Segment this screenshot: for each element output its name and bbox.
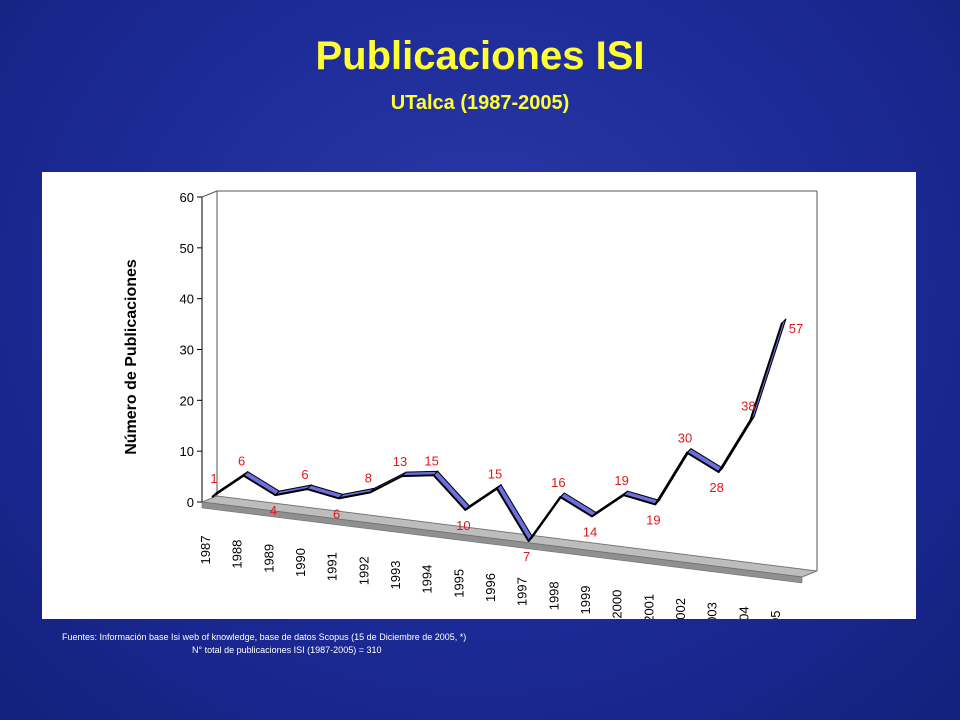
chart-floor-edge [201, 501, 803, 584]
line-segment [559, 492, 597, 518]
data-label: 6 [238, 454, 245, 469]
x-tick-label: 2004 [736, 606, 751, 619]
data-label: 10 [456, 518, 470, 533]
x-tick-label: 1995 [451, 569, 466, 598]
line-segment [242, 471, 281, 496]
x-tick-label: 2005 [768, 611, 783, 619]
x-tick-label: 1990 [293, 548, 308, 577]
data-label: 14 [583, 524, 597, 539]
total-footnote: N° total de publicaciones ISI (1987-2005… [192, 645, 382, 655]
x-tick-label: 1996 [483, 573, 498, 602]
data-label: 4 [270, 503, 277, 518]
y-tick-label: 50 [180, 241, 194, 256]
x-tick-label: 2003 [705, 602, 720, 619]
x-tick-label: 1993 [388, 561, 403, 590]
data-label: 16 [551, 475, 565, 490]
series-line [211, 322, 783, 543]
x-tick-label: 1987 [198, 536, 213, 565]
x-tick-label: 2001 [641, 594, 656, 619]
y-tick-label: 20 [180, 393, 194, 408]
y-axis-title: Número de Publicaciones [123, 259, 140, 455]
data-label: 30 [678, 431, 692, 446]
x-tick-label: 1992 [356, 556, 371, 585]
data-label: 13 [393, 454, 407, 469]
data-label: 6 [333, 506, 340, 521]
data-label: 6 [301, 467, 308, 482]
data-label: 7 [523, 549, 530, 564]
slide-subtitle: UTalca (1987-2005) [390, 92, 570, 114]
x-tick-label: 1998 [546, 581, 561, 610]
y-tick-label: 0 [187, 495, 194, 510]
line-segment [432, 470, 471, 511]
chart-panel: 0 10 20 30 40 50 60 Número de Publicaciones 1987… [42, 172, 916, 619]
line-segment [306, 484, 344, 499]
x-tick-label: 1999 [578, 586, 593, 615]
y-tick-label: 30 [180, 343, 194, 358]
x-tick-label: 2002 [673, 598, 688, 619]
x-tick-label: 1991 [325, 552, 340, 581]
slide-title: Publicaciones ISI [315, 34, 645, 78]
source-footnote: Fuentes: Información base Isi web of kno… [62, 632, 467, 642]
data-label: 19 [646, 512, 660, 527]
y-tick-label: 40 [180, 292, 194, 307]
wall-corner-edge [201, 190, 218, 198]
line-segment [686, 448, 724, 473]
x-tick-label: 1988 [230, 540, 245, 569]
x-tick-label: 2000 [610, 590, 625, 619]
data-label: 15 [424, 453, 438, 468]
data-label: 57 [789, 321, 803, 336]
data-label: 15 [488, 467, 502, 482]
y-tick-label: 10 [180, 444, 194, 459]
data-label: 8 [365, 470, 372, 485]
x-tick-label: 1989 [261, 544, 276, 573]
line-segment [622, 490, 661, 505]
data-label: 38 [741, 398, 755, 413]
x-tick-label: 1997 [515, 577, 530, 606]
data-label: 19 [614, 473, 628, 488]
y-tick-label: 60 [180, 190, 194, 205]
data-label: 1 [210, 471, 217, 486]
data-label: 28 [709, 480, 723, 495]
x-tick-label: 1994 [420, 565, 435, 594]
